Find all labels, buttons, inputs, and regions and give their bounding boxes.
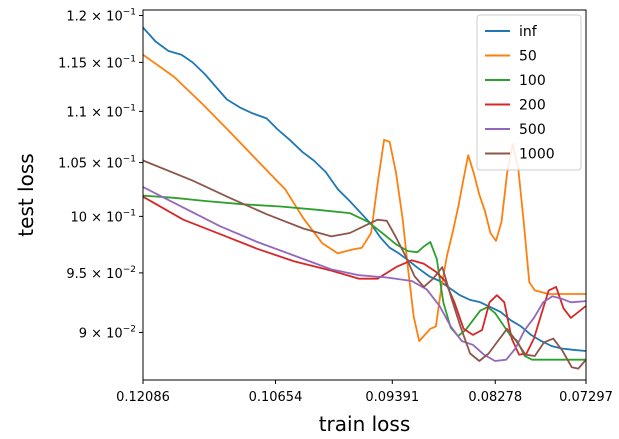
y-tick-label: 1.05 × 10−1 (58, 155, 136, 172)
legend-label-1000: 1000 (519, 147, 555, 163)
legend-frame (476, 14, 582, 171)
series-layer (143, 26, 586, 370)
legend-label-100: 100 (519, 73, 546, 89)
series-line-1000 (143, 159, 586, 370)
series-line-200 (143, 195, 586, 356)
y-tick-label: 1.1 × 10−1 (66, 103, 136, 120)
series-line-50 (143, 53, 586, 342)
legend-label-inf: inf (519, 24, 538, 40)
x-tick-label: 0.08278 (468, 390, 522, 405)
y-axis: 1.2 × 10−1 1.15 × 10−1 1.1 × 10−1 1.05 × 10… (58, 7, 143, 341)
series-line-500 (143, 186, 586, 362)
legend-label-200: 200 (519, 98, 546, 114)
y-tick-label: 1.2 × 10−1 (66, 7, 136, 24)
y-tick-label: 9 × 10−2 (79, 324, 136, 341)
plot-frame (142, 9, 587, 381)
x-tick-label: 0.09391 (365, 390, 419, 405)
legend-label-500: 500 (519, 122, 546, 138)
x-tick-label: 0.10654 (249, 390, 303, 405)
x-axis-label: train loss (319, 412, 411, 436)
x-tick-label: 0.07297 (559, 390, 613, 405)
x-axis: 0.12086 0.10654 0.09391 0.08278 0.07297 (116, 380, 613, 405)
series-line-inf (143, 26, 586, 352)
legend-label-50: 50 (519, 49, 537, 65)
y-tick-label: 10 × 10−1 (70, 208, 136, 225)
y-axis-label: test loss (14, 153, 38, 236)
y-tick-label: 1.15 × 10−1 (58, 54, 136, 71)
x-tick-label: 0.12086 (116, 390, 170, 405)
legend: inf 50 100 200 500 1000 (476, 14, 582, 171)
y-tick-label: 9.5 × 10−2 (66, 265, 136, 282)
